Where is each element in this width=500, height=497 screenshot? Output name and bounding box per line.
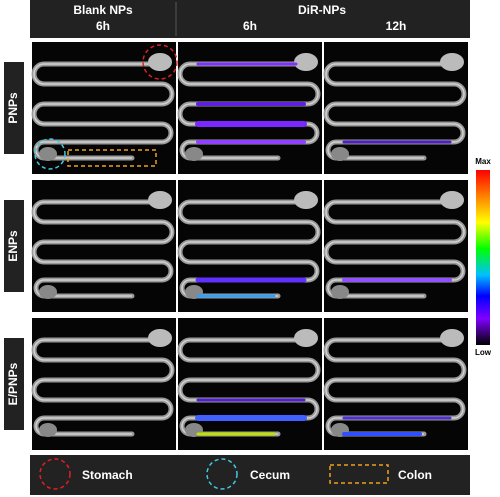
cecum [39,285,57,299]
stomach [294,191,318,209]
cecum [331,285,349,299]
stomach [440,191,464,209]
colorbar [476,170,490,345]
row-label: PNPs [6,92,20,124]
stomach [148,53,172,71]
stomach-marker [142,44,178,80]
cecum [331,147,349,161]
cecum-icon [206,458,238,490]
intestine-edge [179,63,319,159]
row-label-box [4,200,24,292]
intestine-edge [33,201,173,297]
column-time: 6h [96,19,110,33]
intestine-edge [325,63,465,159]
intestine-edge [325,339,465,435]
colon-marker [67,149,157,167]
column-time: 12h [386,19,407,33]
legend-label: Colon [398,468,432,482]
column-group: Blank NPs [73,3,133,17]
intestine-edge [33,339,173,435]
column-time: 6h [243,19,257,33]
legend-label: Cecum [250,468,290,482]
legend-label: Stomach [82,468,133,482]
stomach [148,191,172,209]
stomach-icon [39,458,71,490]
stomach [294,53,318,71]
row-label-box [4,338,24,430]
cecum [185,147,203,161]
row-label-box [4,62,24,154]
stomach [440,53,464,71]
cecum [39,423,57,437]
row-label: ENPs [6,230,20,262]
colorbar-min: Low [475,348,492,357]
intestine-edge [179,339,319,435]
stomach [148,329,172,347]
intestine-edge [325,201,465,297]
column-group: DiR-NPs [298,3,346,17]
colorbar-max: Max [475,157,491,166]
intestine-edge [179,201,319,297]
colon-icon [329,464,389,484]
row-label: E/PNPs [6,362,20,405]
header-bar [30,0,470,38]
legend-bar [30,455,470,495]
cecum-marker [34,138,66,170]
cecum [39,147,57,161]
stomach [440,329,464,347]
intestine-edge [33,63,173,159]
stomach [294,329,318,347]
